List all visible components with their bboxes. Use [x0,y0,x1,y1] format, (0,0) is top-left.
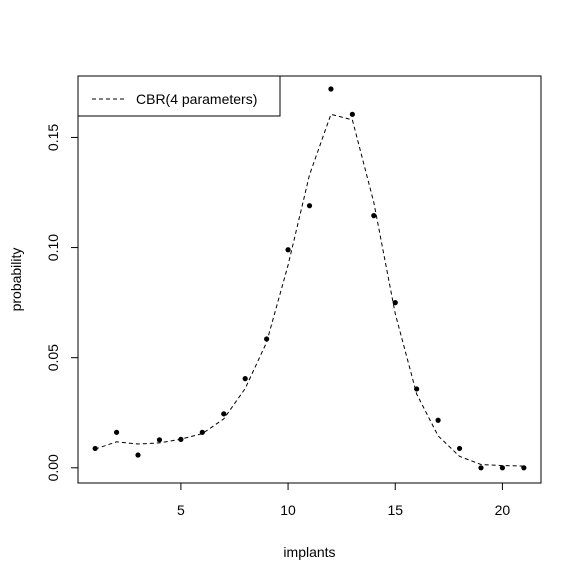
data-point [456,445,463,452]
data-point [306,203,313,209]
legend-box [77,75,281,117]
data-point [92,445,98,452]
series-layer [92,86,527,471]
legend-entry-label: CBR(4 parameters) [136,91,257,107]
data-point [285,247,291,253]
y-axis-title: probability [8,248,24,312]
plot-frame [77,75,542,484]
data-point [135,452,141,458]
data-point [242,376,248,382]
x-tick-label: 10 [280,502,296,518]
data-point [499,465,506,471]
data-point [349,111,355,117]
x-tick-label: 15 [387,502,403,518]
y-tick-label: 0.05 [45,344,61,371]
x-tick-label: 5 [177,502,185,518]
data-point [264,336,270,342]
y-axis: 0.00 0.05 0.10 0.15 [45,124,78,481]
x-tick-label: 20 [495,502,511,518]
y-tick-label: 0.00 [45,454,61,481]
data-point [221,411,227,417]
data-point [328,86,334,92]
data-point [113,429,120,435]
legend: CBR(4 parameters) [77,75,281,117]
data-point [371,213,377,219]
data-point [478,465,484,471]
data-point [435,417,441,423]
fit-curve-line [94,113,524,467]
x-axis: 5 10 15 20 [177,483,510,518]
y-tick-label: 0.10 [45,234,61,261]
data-point [392,300,398,306]
x-axis-title: implants [283,544,335,560]
data-point [156,437,163,443]
y-tick-label: 0.15 [45,124,61,151]
